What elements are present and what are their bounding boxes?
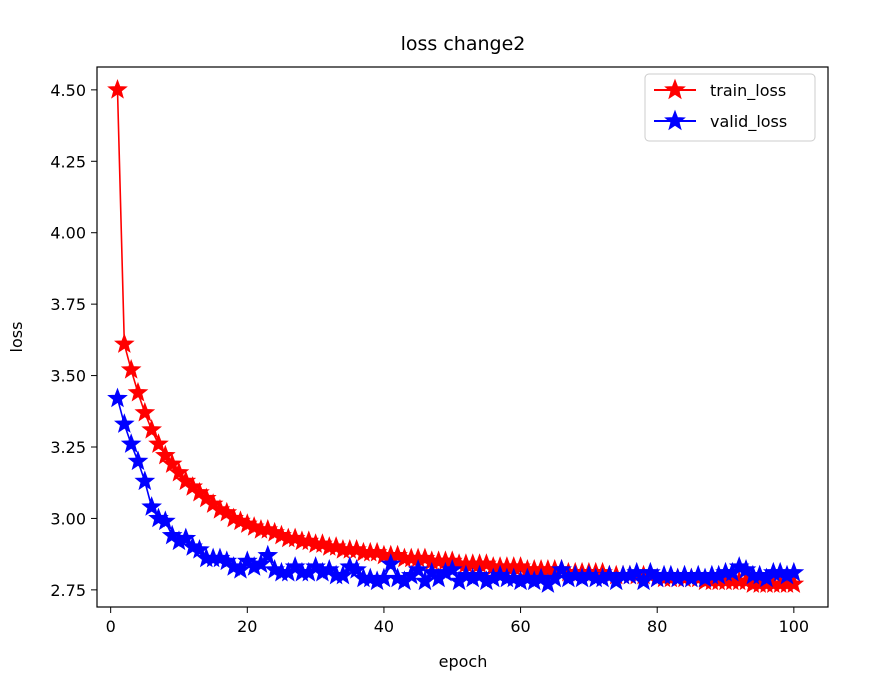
data-point-valid-loss — [380, 553, 402, 573]
data-point-train-loss — [141, 419, 162, 439]
data-point-valid-loss — [407, 559, 429, 579]
series-valid-loss — [107, 387, 805, 593]
data-point-valid-loss — [189, 539, 210, 559]
series-train-loss — [107, 79, 805, 593]
y-tick-label: 3.25 — [50, 438, 86, 457]
data-point-valid-loss — [107, 387, 128, 408]
data-point-valid-loss — [250, 553, 272, 573]
x-tick-label: 40 — [374, 617, 394, 636]
data-point-train-loss — [107, 79, 128, 99]
y-axis-label: loss — [7, 322, 26, 353]
data-point-valid-loss — [257, 544, 279, 565]
data-point-train-loss — [120, 359, 142, 379]
y-tick-label: 4.25 — [50, 152, 86, 171]
data-point-valid-loss — [134, 470, 156, 491]
y-tick-label: 2.75 — [50, 581, 86, 600]
data-point-train-loss — [148, 433, 169, 453]
chart-title: loss change2 — [401, 33, 526, 55]
y-tick-label: 3.50 — [50, 367, 86, 386]
legend: train_loss valid_loss — [644, 73, 816, 142]
x-tick-label: 100 — [779, 617, 810, 636]
ticks-layer: 0 20 40 60 80 100 2.75 3.00 3.25 3.50 3.75 4.00 4.25… — [50, 81, 809, 636]
y-tick-label: 4.50 — [50, 81, 86, 100]
data-point-valid-loss — [551, 559, 572, 579]
data-point-valid-loss — [175, 527, 197, 548]
data-point-train-loss — [114, 333, 135, 353]
data-point-train-loss — [783, 573, 805, 593]
legend-star-valid-loss — [664, 109, 686, 131]
data-point-train-loss — [168, 461, 190, 482]
x-tick-label: 20 — [237, 617, 257, 636]
data-point-train-loss — [134, 401, 156, 422]
legend-label-valid-loss: valid_loss — [710, 112, 787, 132]
x-tick-label: 80 — [647, 617, 667, 636]
data-point-valid-loss — [441, 559, 463, 579]
legend-star-train-loss — [664, 78, 686, 100]
x-axis-label: epoch — [439, 652, 488, 671]
data-point-valid-loss — [154, 510, 176, 531]
x-tick-label: 60 — [510, 617, 530, 636]
data-point-train-loss — [127, 381, 149, 402]
data-point-train-loss — [154, 444, 176, 465]
data-point-valid-loss — [127, 450, 149, 471]
y-tick-label: 3.00 — [50, 509, 86, 528]
plot-frame — [96, 66, 829, 608]
x-tick-label: 0 — [106, 617, 116, 636]
data-point-valid-loss — [783, 561, 805, 582]
legend-label-train-loss: train_loss — [710, 81, 786, 101]
data-point-valid-loss — [141, 496, 162, 516]
data-point-valid-loss — [120, 433, 142, 453]
y-tick-label: 4.00 — [50, 224, 86, 243]
data-point-valid-loss — [332, 564, 354, 585]
data-point-train-loss — [161, 453, 183, 473]
data-point-valid-loss — [114, 413, 135, 433]
y-tick-label: 3.75 — [50, 295, 86, 314]
series-layer — [107, 79, 805, 593]
data-point-valid-loss — [346, 559, 367, 579]
